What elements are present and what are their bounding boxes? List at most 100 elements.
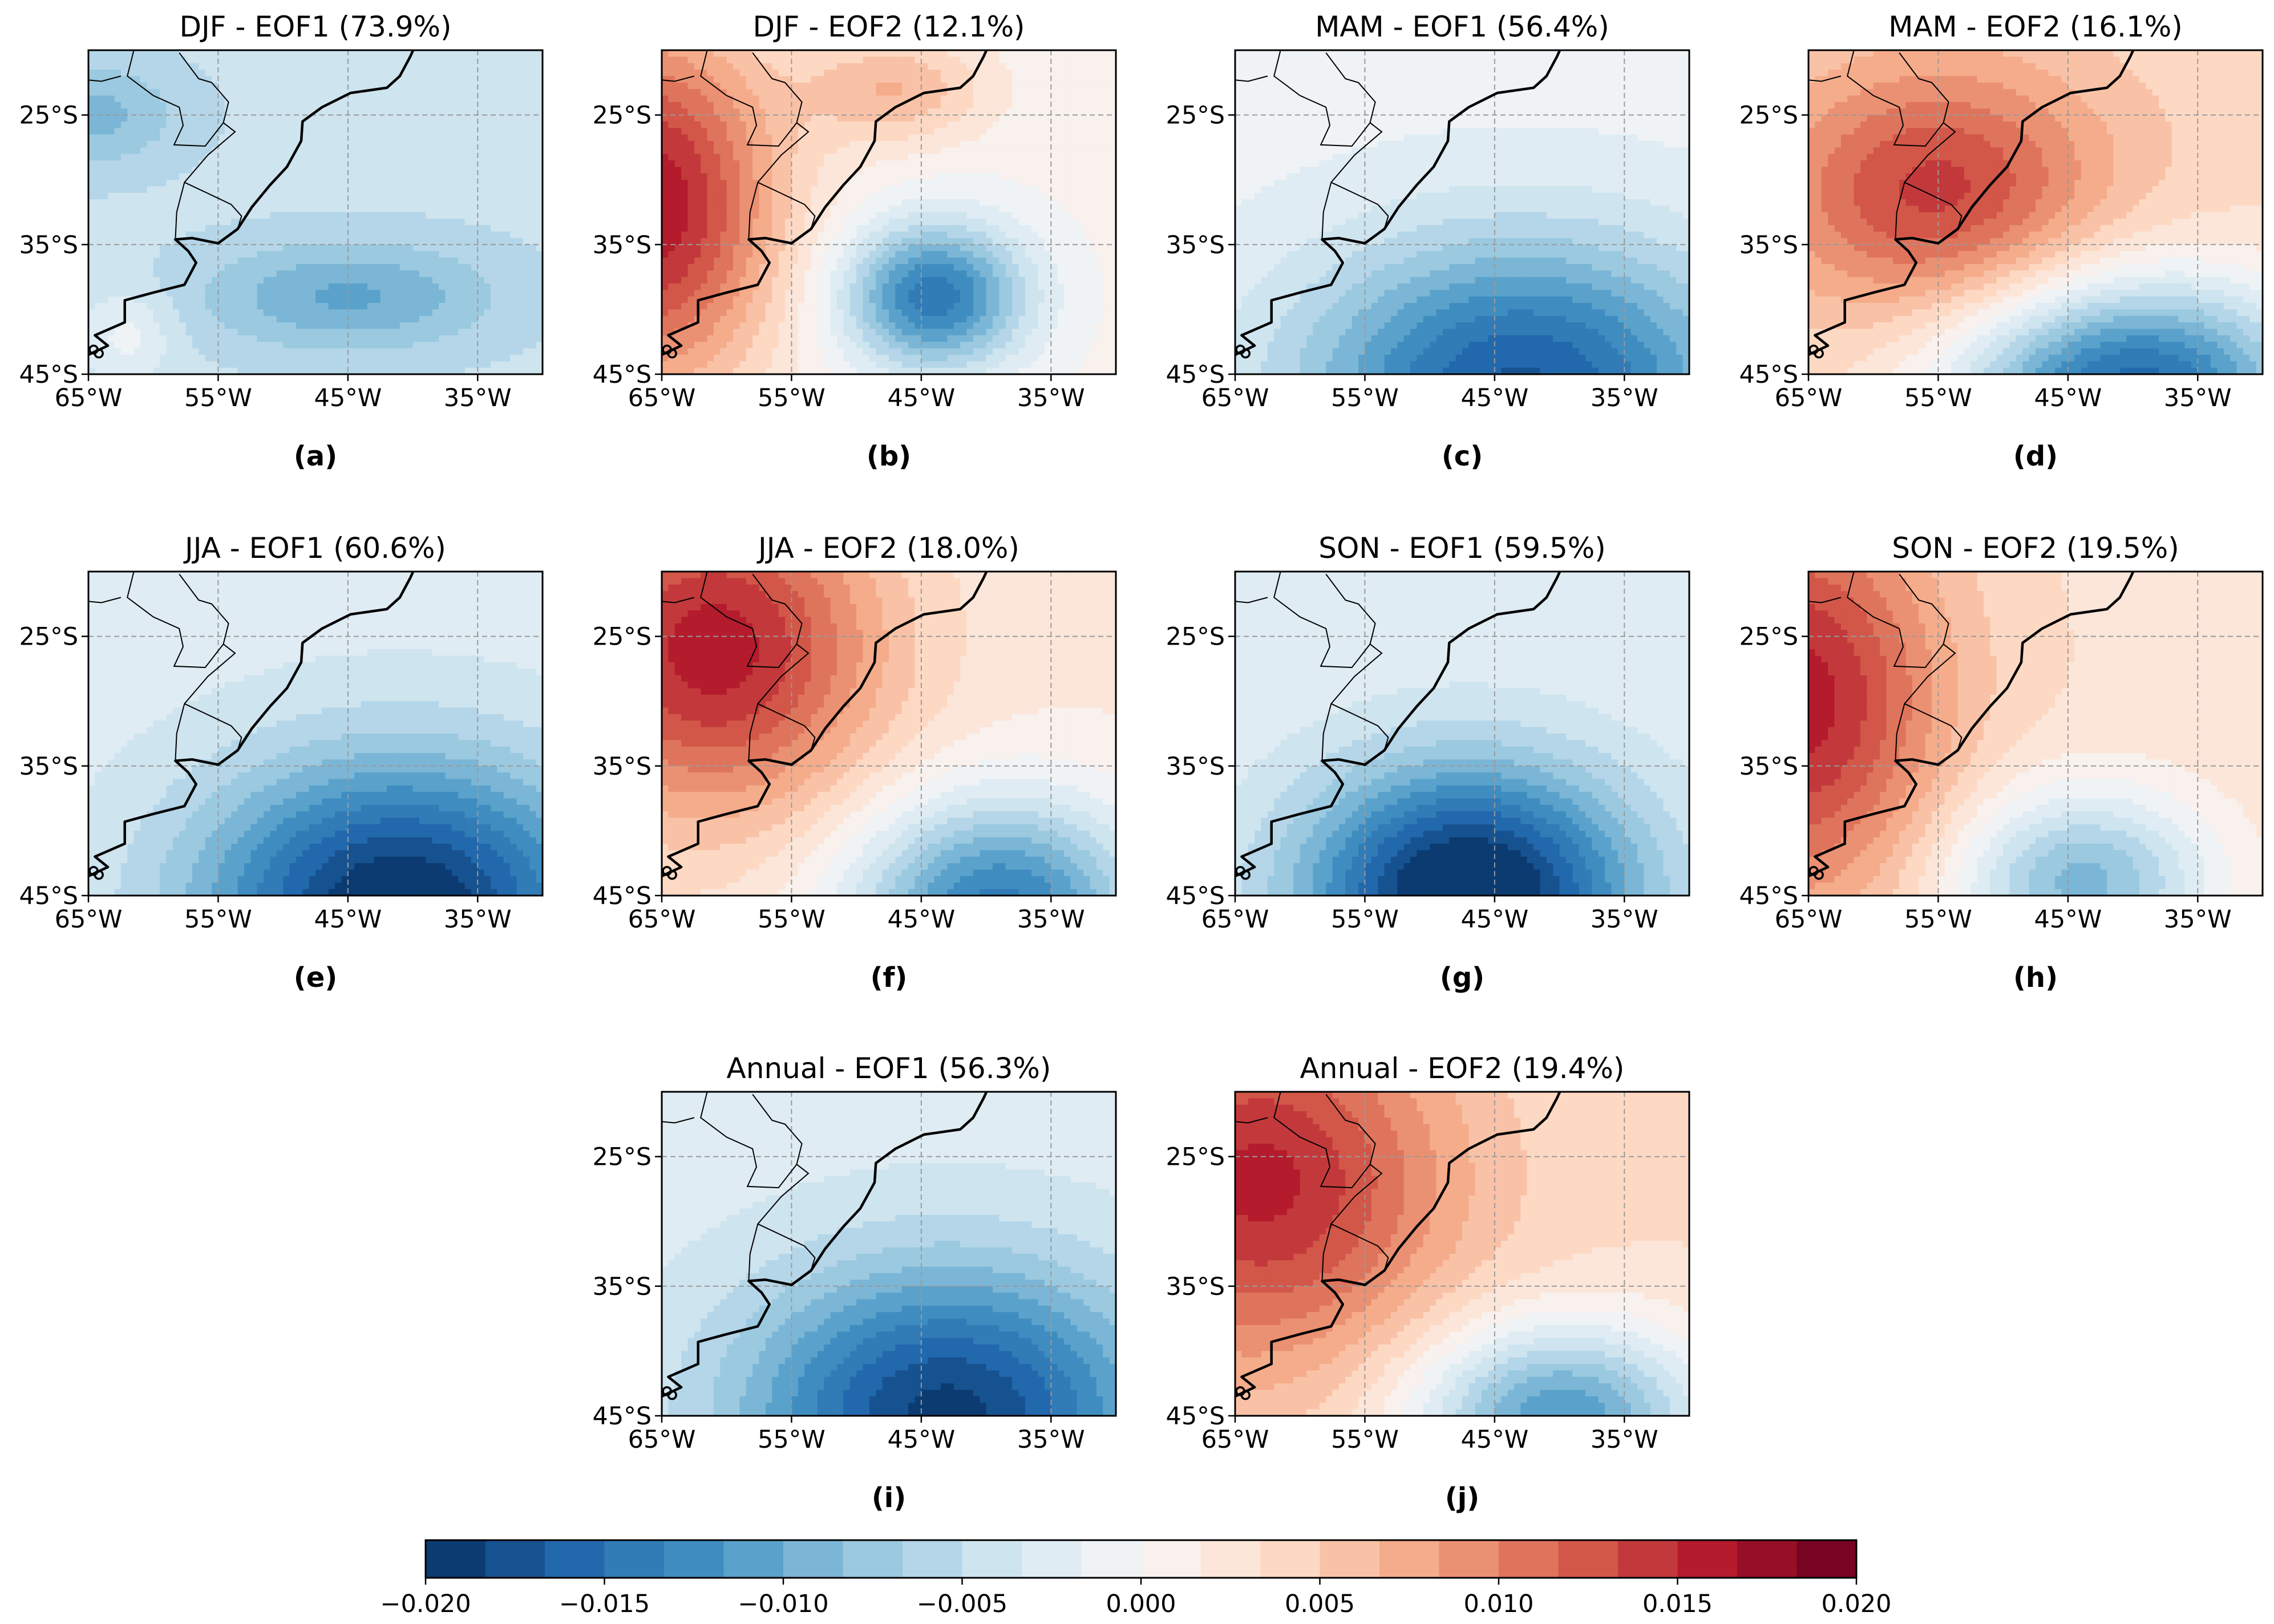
field-cell bbox=[720, 108, 727, 116]
field-cell bbox=[426, 348, 433, 355]
field-cell bbox=[674, 147, 682, 155]
field-cell bbox=[464, 251, 472, 258]
field-cell bbox=[445, 199, 452, 206]
field-cell bbox=[237, 180, 245, 187]
field-cell bbox=[250, 134, 258, 141]
field-cell bbox=[322, 173, 329, 181]
field-cell bbox=[439, 70, 446, 77]
field-cell bbox=[510, 160, 517, 168]
field-cell bbox=[244, 115, 252, 122]
field-cell bbox=[361, 290, 368, 297]
field-cell bbox=[302, 309, 310, 317]
field-cell bbox=[341, 251, 349, 258]
field-cell bbox=[95, 128, 102, 135]
field-cell bbox=[791, 205, 799, 213]
field-cell bbox=[147, 192, 154, 200]
field-cell bbox=[536, 361, 543, 368]
field-cell bbox=[817, 244, 825, 252]
field-cell bbox=[276, 186, 284, 193]
field-cell bbox=[785, 63, 792, 70]
field-cell bbox=[497, 283, 504, 291]
field-cell bbox=[785, 212, 792, 220]
field-cell bbox=[367, 212, 375, 220]
field-cell bbox=[752, 296, 760, 303]
field-cell bbox=[529, 56, 537, 64]
field-cell bbox=[419, 296, 427, 303]
field-cell bbox=[296, 102, 304, 110]
field-cell bbox=[296, 160, 304, 168]
field-cell bbox=[830, 232, 837, 239]
field-cell bbox=[778, 277, 786, 284]
field-cell bbox=[772, 167, 779, 174]
field-cell bbox=[231, 322, 238, 330]
field-cell bbox=[199, 82, 206, 90]
field-cell bbox=[471, 50, 479, 58]
field-cell bbox=[335, 257, 342, 265]
field-cell bbox=[432, 264, 439, 272]
field-cell bbox=[95, 76, 102, 83]
field-cell bbox=[837, 167, 844, 174]
field-cell bbox=[367, 322, 375, 330]
field-cell bbox=[837, 342, 844, 349]
field-cell bbox=[399, 82, 407, 90]
field-cell bbox=[347, 283, 355, 291]
field-cell bbox=[276, 82, 284, 90]
field-cell bbox=[412, 70, 420, 77]
field-cell bbox=[108, 264, 115, 272]
field-cell bbox=[309, 322, 316, 330]
field-cell bbox=[237, 134, 245, 141]
field-cell bbox=[674, 361, 682, 368]
field-cell bbox=[726, 283, 734, 291]
field-cell bbox=[759, 342, 766, 349]
field-cell bbox=[824, 167, 831, 174]
field-cell bbox=[464, 70, 472, 77]
field-cell bbox=[120, 270, 128, 278]
field-cell bbox=[127, 192, 135, 200]
field-cell bbox=[374, 309, 381, 317]
field-cell bbox=[713, 108, 721, 116]
field-cell bbox=[250, 303, 258, 310]
field-cell bbox=[231, 147, 238, 155]
field-cell bbox=[733, 277, 741, 284]
field-cell bbox=[752, 160, 760, 168]
x-tick-label: 45°W bbox=[314, 384, 382, 412]
field-cell bbox=[843, 315, 851, 323]
field-cell bbox=[250, 141, 258, 148]
field-cell bbox=[140, 335, 148, 343]
field-cell bbox=[120, 115, 128, 122]
field-cell bbox=[380, 50, 387, 58]
field-cell bbox=[374, 186, 381, 193]
field-cell bbox=[133, 153, 141, 161]
field-cell bbox=[752, 153, 760, 161]
field-cell bbox=[471, 147, 479, 155]
field-cell bbox=[199, 212, 206, 220]
field-cell bbox=[367, 257, 375, 265]
field-cell bbox=[516, 199, 524, 206]
field-cell bbox=[772, 95, 779, 103]
field-cell bbox=[694, 335, 702, 343]
field-cell bbox=[772, 102, 779, 110]
field-cell bbox=[270, 82, 277, 90]
field-cell bbox=[510, 257, 517, 265]
field-cell bbox=[166, 82, 173, 90]
field-cell bbox=[772, 212, 779, 220]
field-cell bbox=[701, 264, 708, 272]
field-cell bbox=[380, 218, 387, 226]
field-cell bbox=[426, 277, 433, 284]
field-cell bbox=[289, 264, 297, 272]
field-cell bbox=[746, 329, 754, 336]
field-cell bbox=[328, 342, 336, 349]
field-cell bbox=[374, 277, 381, 284]
field-cell bbox=[798, 141, 806, 148]
field-cell bbox=[804, 160, 812, 168]
field-cell bbox=[778, 283, 786, 291]
field-cell bbox=[445, 147, 452, 155]
field-cell bbox=[439, 141, 446, 148]
field-cell bbox=[478, 264, 485, 272]
field-cell bbox=[172, 121, 180, 129]
field-cell bbox=[393, 102, 400, 110]
field-cell bbox=[212, 264, 219, 272]
field-cell bbox=[120, 264, 128, 272]
field-cell bbox=[419, 244, 427, 252]
field-cell bbox=[328, 82, 336, 90]
